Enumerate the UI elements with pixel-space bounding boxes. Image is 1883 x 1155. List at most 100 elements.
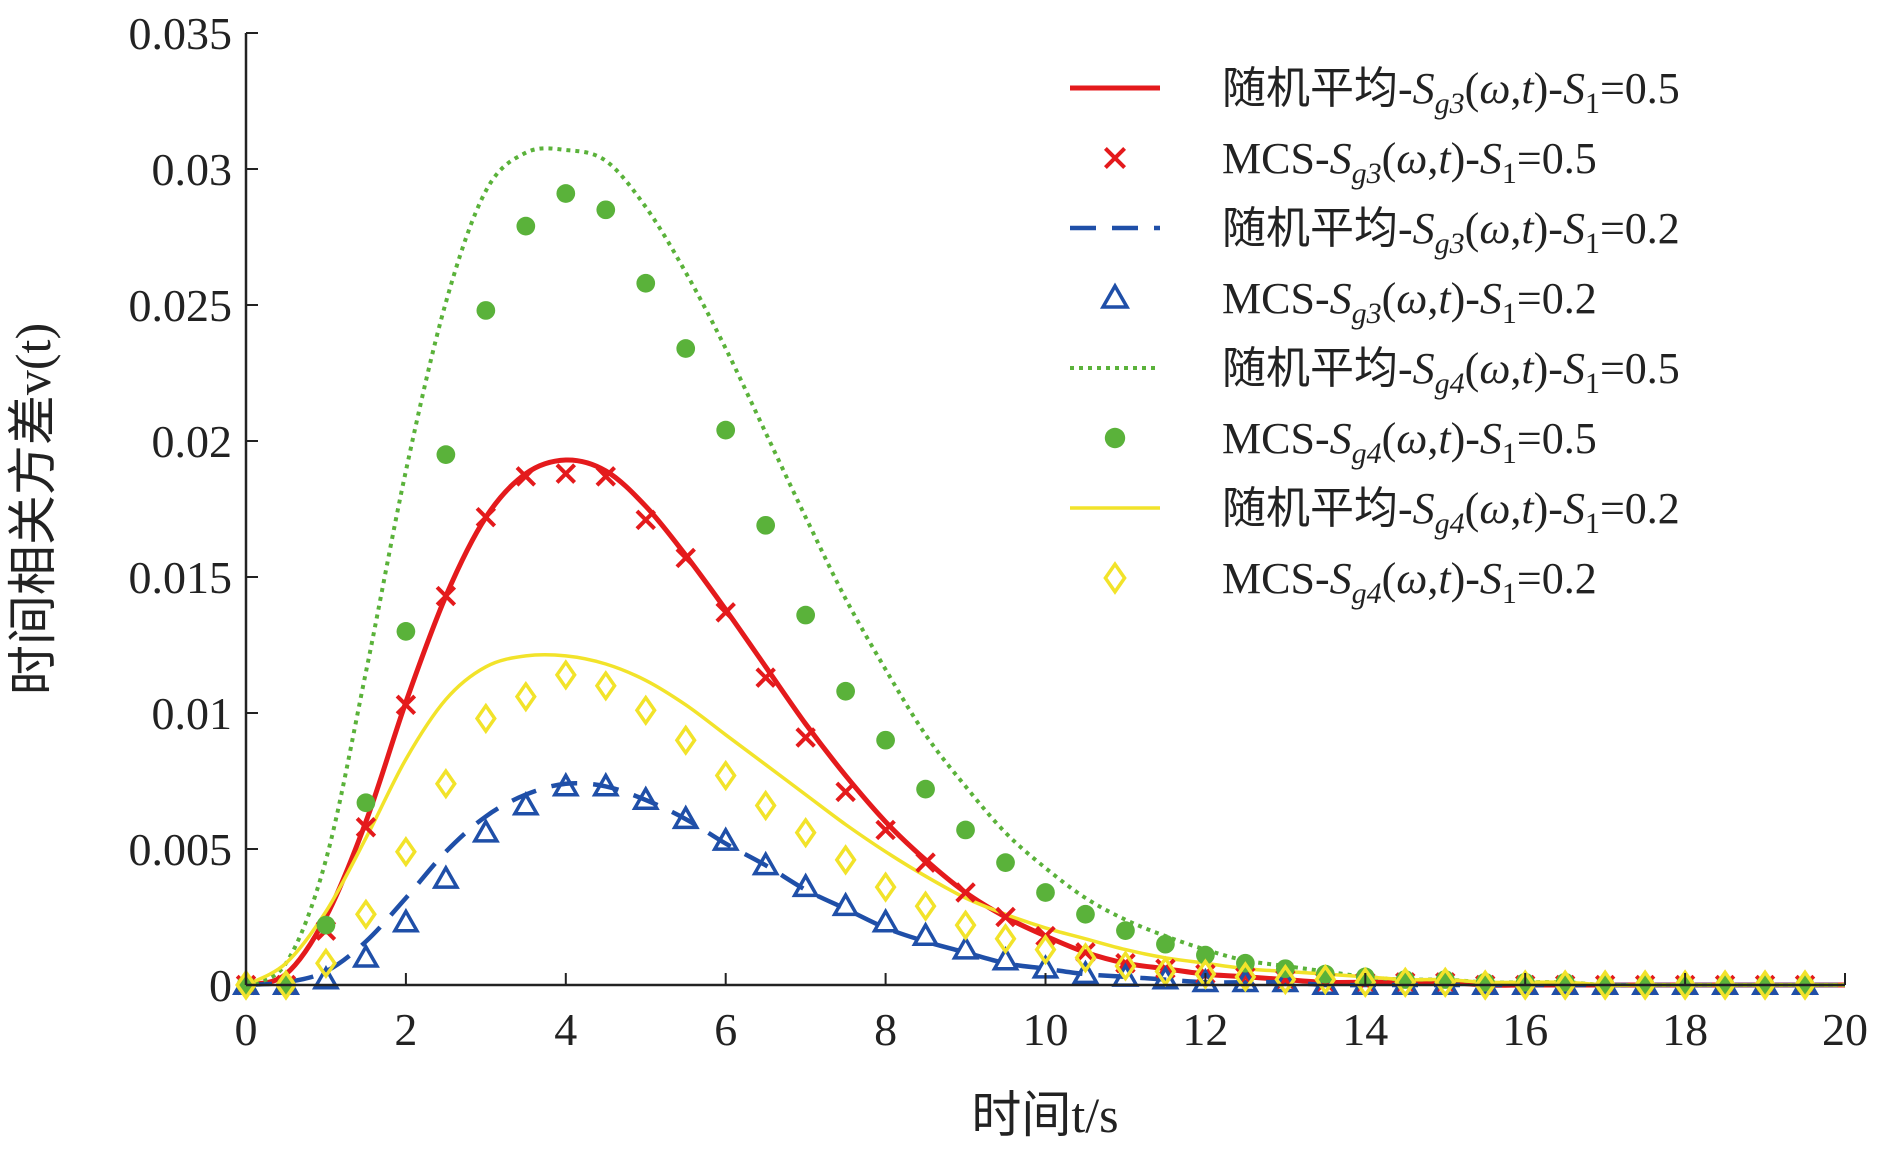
data-point xyxy=(1074,942,1097,974)
data-point xyxy=(1114,950,1137,982)
x-tick-label: 8 xyxy=(874,1004,897,1055)
legend-label-part: , xyxy=(1510,64,1521,113)
legend-label-part: 随机平均- xyxy=(1222,484,1413,533)
series-markers-7 xyxy=(235,659,1816,1001)
legend-label-paren: ( xyxy=(1465,484,1480,533)
data-point xyxy=(435,585,457,607)
legend-label-part: 1 xyxy=(1502,297,1517,330)
data-point xyxy=(1274,963,1297,996)
legend-label-part: - xyxy=(1548,484,1563,533)
legend-label-part: =0.5 xyxy=(1517,414,1597,463)
data-point xyxy=(794,816,817,849)
data-point xyxy=(471,818,500,843)
legend-label-part: =0.5 xyxy=(1600,344,1680,393)
legend-label-paren: ( xyxy=(1382,554,1397,603)
data-point xyxy=(674,724,697,756)
legend-label-part: t xyxy=(1438,134,1452,183)
data-point xyxy=(351,943,380,968)
data-point xyxy=(714,759,737,792)
legend-marker-swatch xyxy=(1103,146,1127,170)
legend-label-part: t xyxy=(1438,414,1452,463)
legend-label-paren: ) xyxy=(1451,554,1466,603)
data-point xyxy=(355,817,377,838)
legend-label-part: - xyxy=(1465,274,1480,323)
legend-item: 随机平均-Sg4(ω,t)-S1=0.2 xyxy=(1070,484,1680,540)
legend-label-part: g3 xyxy=(1352,157,1382,190)
data-point xyxy=(1156,934,1175,954)
data-point xyxy=(595,466,616,487)
legend-label-part: ω xyxy=(1479,204,1510,253)
data-point xyxy=(991,945,1020,971)
data-point xyxy=(671,804,700,830)
legend-label-part: 1 xyxy=(1502,157,1517,190)
data-point xyxy=(956,820,975,840)
legend-label-part: =0.2 xyxy=(1517,554,1597,603)
data-point xyxy=(1674,969,1697,1001)
data-point xyxy=(1234,961,1257,993)
data-point xyxy=(1034,933,1057,966)
y-axis-label: 时间相关方差v(t) xyxy=(5,323,61,695)
legend-label-part: 随机平均- xyxy=(1222,64,1413,113)
series-line-4 xyxy=(245,146,1845,988)
data-point xyxy=(434,768,457,800)
data-point xyxy=(716,420,736,440)
legend-label-paren: ( xyxy=(1382,274,1397,323)
legend-label-part: S xyxy=(1413,64,1435,113)
series-markers-3 xyxy=(231,771,1820,995)
y-tick-label: 0.005 xyxy=(129,824,233,875)
data-point xyxy=(675,547,696,569)
legend-label: MCS-Sg3(ω,t)-S1=0.2 xyxy=(1222,274,1597,330)
legend-item: MCS-Sg4(ω,t)-S1=0.2 xyxy=(1103,554,1597,610)
legend-label-part: g4 xyxy=(1352,437,1382,470)
legend-label: MCS-Sg4(ω,t)-S1=0.5 xyxy=(1222,414,1597,470)
data-point xyxy=(395,694,417,716)
data-point xyxy=(1474,969,1497,1001)
y-ticks: 0 0.005 0.01 0.015 0.02 0.025 0.03 0.035 xyxy=(129,8,258,1011)
legend-label-part: S xyxy=(1413,344,1435,393)
data-point xyxy=(396,622,416,641)
data-point xyxy=(1076,904,1095,924)
data-point xyxy=(554,659,577,691)
data-point xyxy=(1514,969,1537,1001)
legend-label-part: - xyxy=(1465,554,1480,603)
legend-label-part: ω xyxy=(1396,414,1427,463)
legend-label-part: g3 xyxy=(1435,227,1465,260)
data-point xyxy=(835,781,856,803)
legend-label-part: - xyxy=(1548,204,1563,253)
legend-label-part: 1 xyxy=(1585,227,1600,260)
legend-label-part: g4 xyxy=(1435,367,1465,400)
data-point xyxy=(876,730,895,750)
legend-label-part: S xyxy=(1480,274,1502,323)
data-point xyxy=(676,339,696,358)
y-tick-label: 0.035 xyxy=(129,8,233,59)
plot-area xyxy=(231,146,1845,1001)
data-point xyxy=(1354,966,1377,998)
legend-label: 随机平均-Sg3(ω,t)-S1=0.2 xyxy=(1222,204,1680,260)
x-tick-label: 18 xyxy=(1662,1004,1708,1055)
data-point xyxy=(596,200,616,220)
x-tick-label: 20 xyxy=(1822,1004,1868,1055)
data-point xyxy=(1036,883,1055,902)
data-point xyxy=(1394,966,1417,998)
data-point xyxy=(515,466,537,487)
x-tick-label: 2 xyxy=(394,1004,417,1055)
legend-label-part: , xyxy=(1427,134,1438,183)
legend-label-part: =0.5 xyxy=(1600,64,1680,113)
legend-label-part: , xyxy=(1510,204,1521,253)
legend-label-part: MCS- xyxy=(1222,134,1330,183)
data-point xyxy=(715,602,736,623)
data-point xyxy=(1116,921,1135,940)
legend-label-part: 1 xyxy=(1502,437,1517,470)
legend-label-part: S xyxy=(1330,554,1352,603)
legend-label-part: t xyxy=(1438,554,1452,603)
data-point xyxy=(871,907,900,933)
data-point xyxy=(354,898,377,930)
data-point xyxy=(1314,963,1337,996)
data-point xyxy=(796,605,816,625)
data-point xyxy=(516,216,536,236)
data-point xyxy=(391,907,420,933)
x-tick-label: 6 xyxy=(714,1004,737,1055)
data-point xyxy=(311,965,340,990)
legend-label-part: , xyxy=(1427,274,1438,323)
